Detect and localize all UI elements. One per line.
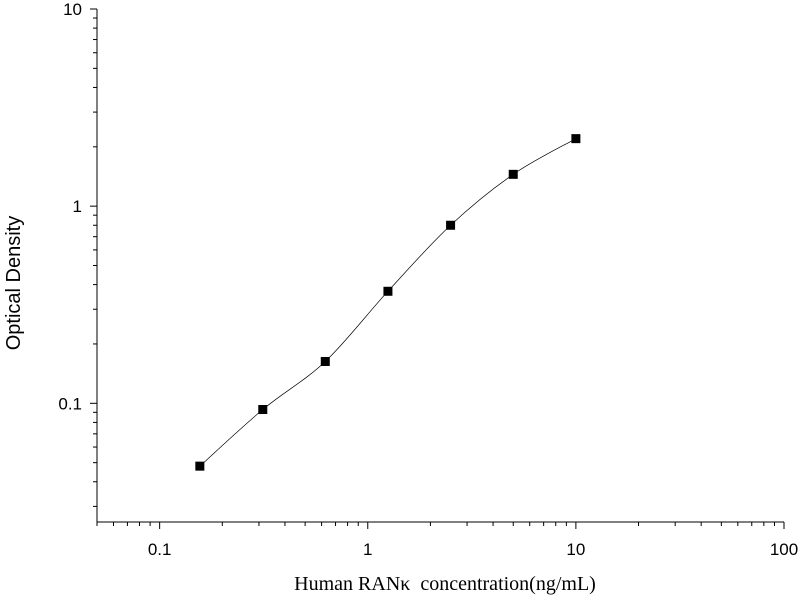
data-point (383, 286, 393, 296)
y-tick-label: 0.1 (58, 394, 82, 413)
y-tick-label: 10 (63, 0, 82, 19)
fit-curve (199, 138, 577, 467)
data-points (195, 134, 581, 471)
data-point (446, 220, 456, 230)
x-tick-label: 0.1 (148, 540, 172, 559)
plot-area (96, 9, 784, 523)
data-point (508, 169, 518, 179)
y-tick-label: 1 (73, 197, 82, 216)
data-point (571, 134, 581, 144)
x-axis-title: Human RANκ concentration(ng/mL) (294, 573, 596, 595)
y-axis-title: Optical Density (3, 216, 25, 351)
data-point (320, 356, 330, 366)
x-tick-label: 10 (566, 540, 585, 559)
data-point (258, 405, 268, 415)
x-tick-label: 100 (770, 540, 798, 559)
x-tick-label: 1 (363, 540, 372, 559)
data-point (195, 461, 205, 471)
x-axis-ticks: 0.1 1 10 100 (96, 522, 798, 559)
y-axis-ticks: 0.1 1 10 (58, 0, 97, 507)
